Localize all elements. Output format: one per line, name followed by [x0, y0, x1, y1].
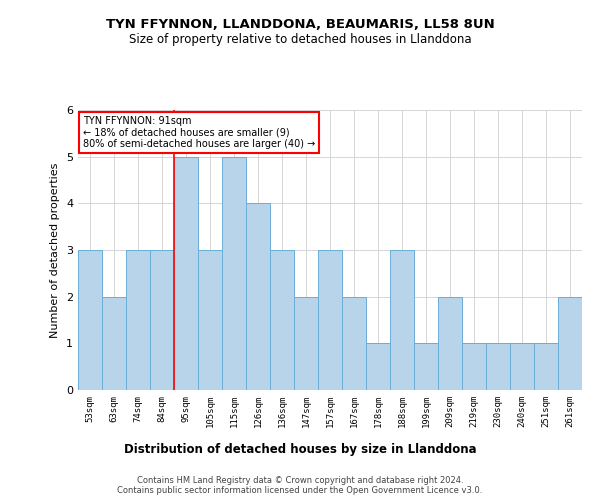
- Bar: [294, 296, 318, 390]
- Y-axis label: Number of detached properties: Number of detached properties: [50, 162, 61, 338]
- Bar: [150, 250, 174, 390]
- Bar: [102, 296, 126, 390]
- Bar: [78, 250, 102, 390]
- Bar: [246, 204, 270, 390]
- Bar: [342, 296, 366, 390]
- Text: Distribution of detached houses by size in Llanddona: Distribution of detached houses by size …: [124, 442, 476, 456]
- Bar: [414, 344, 438, 390]
- Bar: [198, 250, 222, 390]
- Bar: [438, 296, 462, 390]
- Text: Contains HM Land Registry data © Crown copyright and database right 2024.
Contai: Contains HM Land Registry data © Crown c…: [118, 476, 482, 495]
- Bar: [510, 344, 534, 390]
- Text: Size of property relative to detached houses in Llanddona: Size of property relative to detached ho…: [128, 32, 472, 46]
- Bar: [390, 250, 414, 390]
- Bar: [558, 296, 582, 390]
- Bar: [126, 250, 150, 390]
- Bar: [534, 344, 558, 390]
- Bar: [462, 344, 486, 390]
- Bar: [270, 250, 294, 390]
- Bar: [174, 156, 198, 390]
- Bar: [318, 250, 342, 390]
- Text: TYN FFYNNON, LLANDDONA, BEAUMARIS, LL58 8UN: TYN FFYNNON, LLANDDONA, BEAUMARIS, LL58 …: [106, 18, 494, 30]
- Text: TYN FFYNNON: 91sqm
← 18% of detached houses are smaller (9)
80% of semi-detached: TYN FFYNNON: 91sqm ← 18% of detached hou…: [83, 116, 315, 149]
- Bar: [366, 344, 390, 390]
- Bar: [222, 156, 246, 390]
- Bar: [486, 344, 510, 390]
